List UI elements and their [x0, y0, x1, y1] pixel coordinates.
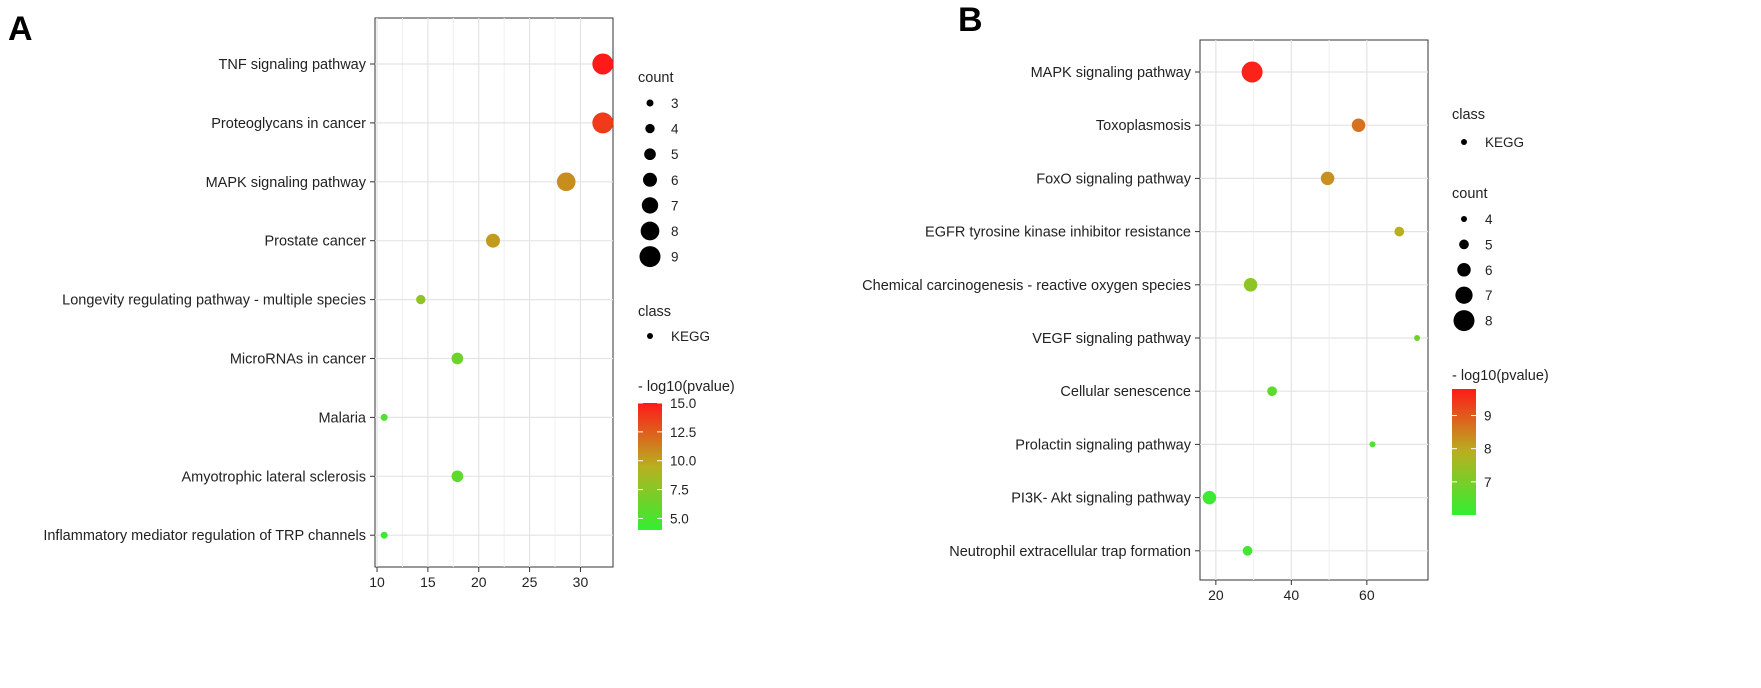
color-bar [1452, 389, 1476, 515]
count-legend-label: 8 [671, 224, 679, 239]
count-legend-dot [639, 246, 661, 268]
category-label: TNF signaling pathway [219, 57, 367, 73]
color-bar-label: 7 [1484, 475, 1492, 490]
count-legend-dot [643, 172, 657, 187]
x-tick-label: 10 [369, 574, 385, 590]
category-label: Amyotrophic lateral sclerosis [181, 469, 366, 485]
color-bar-label: 15.0 [670, 396, 696, 411]
data-point [556, 172, 576, 192]
data-point [1394, 226, 1405, 237]
panel-b-label: B [958, 1, 983, 39]
data-point [451, 352, 464, 365]
count-legend-dot [640, 221, 660, 241]
x-tick-label: 60 [1359, 587, 1375, 603]
data-point [592, 53, 614, 75]
color-bar-label: 8 [1484, 442, 1492, 457]
category-label: MAPK signaling pathway [206, 175, 367, 191]
data-point [1267, 386, 1277, 397]
data-point [592, 112, 614, 134]
panel-a-plot: 10 15 20 25 30 TNF signaling pathway Proteogly… [43, 17, 614, 590]
color-bar-label: 10.0 [670, 454, 696, 469]
data-point [380, 413, 388, 421]
plot-area [1199, 39, 1429, 581]
class-legend-dot [1461, 139, 1467, 145]
data-point [485, 233, 500, 248]
count-legend-label: 5 [1485, 237, 1493, 252]
category-label: Proteoglycans in cancer [211, 116, 366, 132]
category-label: FoxO signaling pathway [1036, 171, 1191, 187]
category-label: Malaria [318, 410, 366, 426]
plot-area [374, 17, 614, 568]
count-legend-label: 6 [1485, 263, 1493, 278]
data-point [1243, 278, 1258, 292]
count-legend-title: count [638, 70, 673, 86]
count-legend-dot [644, 148, 656, 161]
category-label: PI3K- Akt signaling pathway [1011, 491, 1191, 507]
color-bar [638, 403, 662, 530]
class-legend-title: class [638, 304, 671, 320]
count-legend-label: 7 [1485, 288, 1493, 303]
count-legend-dot [1459, 239, 1469, 250]
class-legend-dot [647, 333, 653, 339]
x-tick-label: 30 [573, 574, 589, 590]
data-point [1241, 61, 1263, 83]
category-label: Toxoplasmosis [1096, 118, 1191, 134]
count-legend-label: 5 [671, 147, 679, 162]
data-point [1414, 335, 1421, 341]
category-label: Longevity regulating pathway - multiple … [62, 293, 366, 309]
category-label: VEGF signaling pathway [1032, 331, 1192, 347]
category-label: Neutrophil extracellular trap formation [949, 544, 1191, 560]
count-legend-label: 8 [1485, 314, 1493, 329]
count-legend-dot [641, 197, 659, 214]
count-legend-label: 4 [1485, 212, 1493, 227]
color-bar-label: 12.5 [670, 425, 696, 440]
color-bar-label: 7.5 [670, 483, 689, 498]
data-point [1202, 490, 1217, 505]
category-label: EGFR tyrosine kinase inhibitor resistanc… [925, 225, 1191, 241]
data-point [416, 294, 426, 305]
category-label: MAPK signaling pathway [1031, 65, 1192, 81]
x-tick-label: 40 [1284, 587, 1300, 603]
panel-a-label: A [8, 10, 33, 48]
x-tick-label: 20 [471, 574, 487, 590]
color-legend-title: - log10(pvalue) [1452, 368, 1549, 384]
class-legend-title: class [1452, 107, 1485, 123]
data-point [451, 470, 464, 483]
x-tick-label: 15 [420, 574, 436, 590]
count-legend-dot [1453, 310, 1475, 332]
panel-b-plot: 20 40 60 MAPK signaling pathway Toxoplasmosi… [862, 39, 1429, 603]
category-label: Inflammatory mediator regulation of TRP … [43, 528, 366, 544]
count-legend-label: 4 [671, 122, 679, 137]
data-point [1320, 171, 1335, 186]
count-legend-dot [645, 123, 655, 134]
count-legend-title: count [1452, 186, 1487, 202]
x-tick-label: 20 [1208, 587, 1224, 603]
category-label: Prostate cancer [264, 234, 366, 250]
count-legend-dot [646, 99, 654, 107]
color-legend-title: - log10(pvalue) [638, 379, 735, 395]
color-bar-label: 5.0 [670, 511, 689, 526]
count-legend-label: 9 [671, 250, 679, 265]
count-legend-label: 3 [671, 96, 679, 111]
count-legend-label: 7 [671, 198, 679, 213]
category-label: Chemical carcinogenesis - reactive oxyge… [862, 278, 1191, 294]
x-tick-label: 25 [522, 574, 538, 590]
data-point [1369, 441, 1376, 448]
count-legend-label: 6 [671, 173, 679, 188]
class-legend-label: KEGG [671, 329, 710, 344]
category-label: MicroRNAs in cancer [230, 352, 366, 368]
class-legend-label: KEGG [1485, 135, 1524, 150]
data-point [380, 531, 388, 539]
category-label: Cellular senescence [1060, 384, 1191, 400]
count-legend-dot [1455, 286, 1473, 304]
count-legend-dot [1457, 263, 1471, 277]
data-point [1351, 118, 1366, 132]
data-point [1242, 545, 1253, 556]
category-label: Prolactin signaling pathway [1015, 437, 1191, 453]
color-bar-label: 9 [1484, 409, 1492, 424]
count-legend-dot [1461, 216, 1467, 222]
